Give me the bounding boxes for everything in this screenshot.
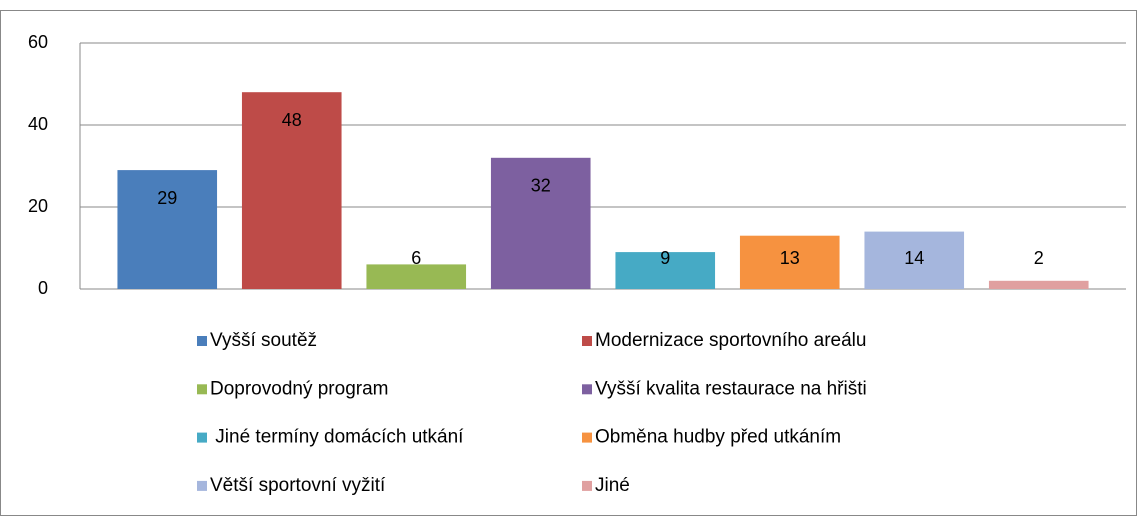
legend-swatch [197,384,207,395]
legend-swatch [582,480,592,491]
data-label: 9 [660,248,670,268]
legend-label: Vyšší soutěž [210,330,317,351]
bar [117,170,218,289]
bar [490,157,591,289]
bar [241,92,342,289]
legend-swatch [197,480,207,491]
data-label: 32 [531,176,551,196]
bar [366,264,467,289]
bar [864,231,965,289]
bar [739,235,840,289]
y-tick-label: 20 [28,196,48,216]
y-tick-label: 0 [38,278,48,298]
legend-label: Jiné termíny domácích utkání [210,427,464,448]
legend-label: Modernizace sportovního areálu [595,330,866,351]
legend-swatch [582,384,592,395]
legend-swatch [582,336,592,346]
legend-swatch [582,432,592,443]
legend-label: Jiné [595,475,630,496]
y-tick-label: 40 [28,114,48,134]
bar [615,252,716,289]
data-label: 6 [411,248,421,268]
legend-label: Vyšší kvalita restaurace na hřišti [595,378,867,399]
bar [988,280,1089,289]
data-label: 13 [780,248,800,268]
data-label: 29 [157,188,177,208]
data-label: 2 [1034,248,1044,268]
legend-label: Doprovodný program [210,378,388,399]
data-label: 48 [282,110,302,130]
y-tick-label: 60 [28,32,48,52]
legend-label: Obměna hudby před utkáním [595,427,841,448]
legend-swatch [197,432,207,443]
legend-label: Větší sportovní vyžití [210,475,386,496]
data-label: 14 [904,248,924,268]
legend-swatch [197,336,207,346]
